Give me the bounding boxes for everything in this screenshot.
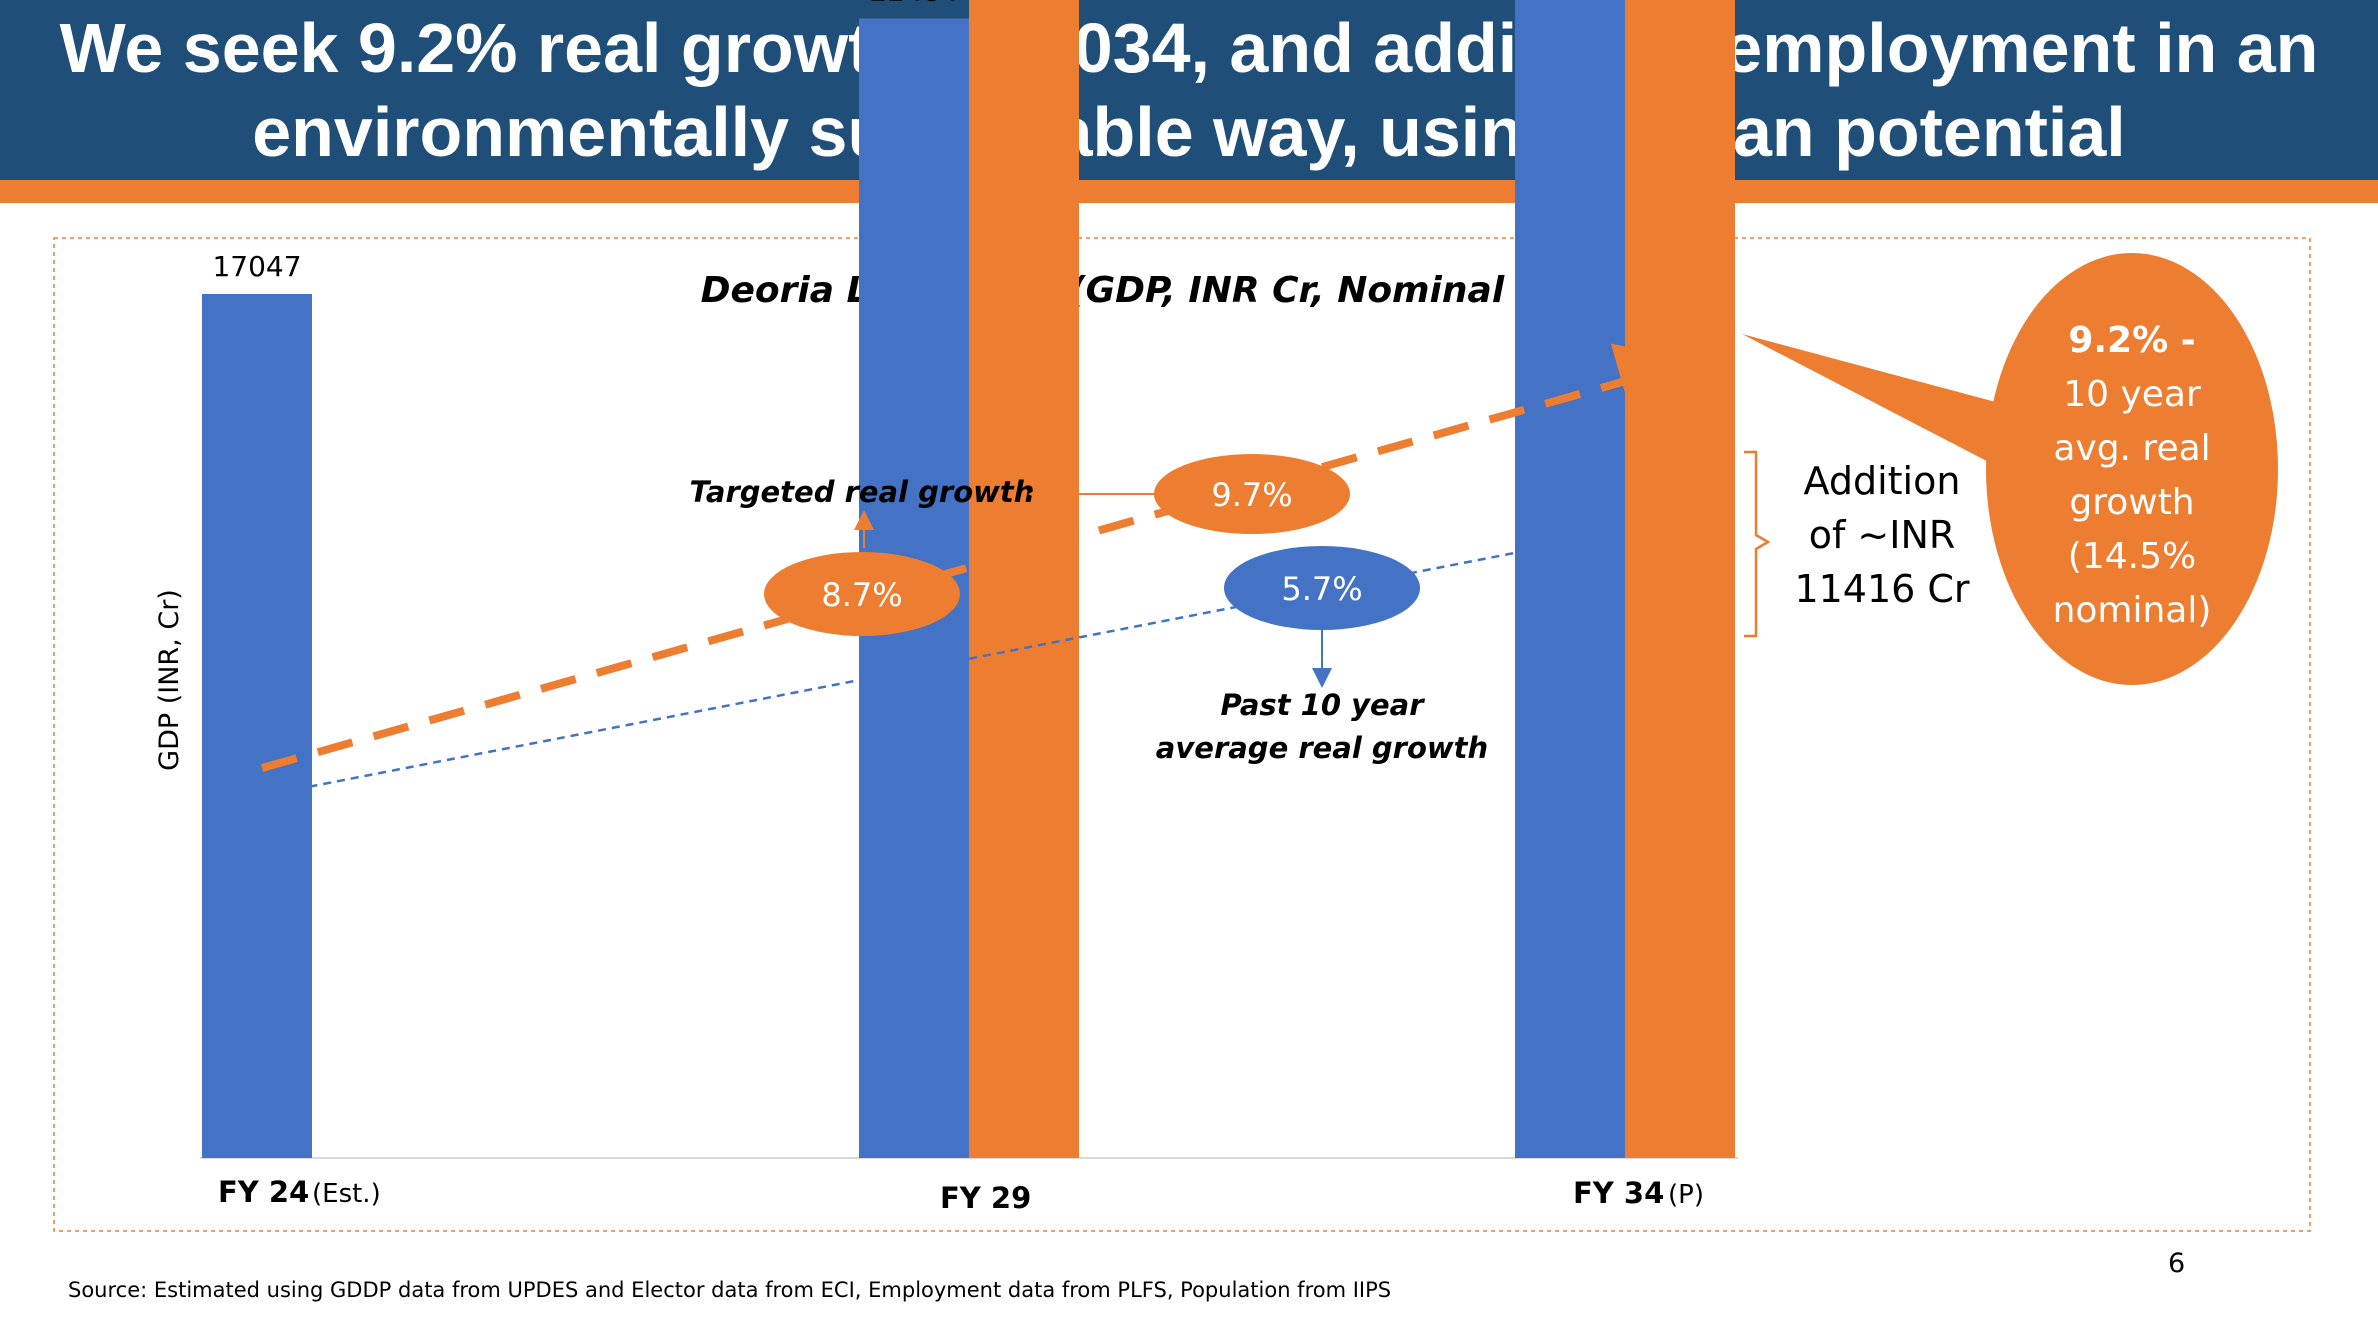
category-note-fy34: (P) — [1668, 1180, 1704, 1210]
addition-text-line3: 11416 Cr — [1794, 567, 1969, 611]
rate-label-5-7: 5.7% — [1281, 570, 1362, 608]
bar-orange-fy29 — [969, 0, 1079, 1158]
bars-group — [202, 0, 1735, 1159]
category-label-fy24: FY 24 — [218, 1175, 309, 1209]
past-growth-trend-line — [281, 533, 1576, 794]
targeted-growth-trend-line — [260, 343, 1699, 772]
callout-text-line1: 9.2% - — [2068, 320, 2195, 361]
past-growth-label-line2: average real growth — [1156, 731, 1488, 765]
value-label-blue-fy29: 22484 — [869, 0, 958, 7]
rate-label-8-7: 8.7% — [821, 576, 902, 614]
header-bar — [0, 0, 2378, 180]
bar-blue-fy24 — [202, 294, 312, 1158]
chart-frame — [53, 237, 2311, 1232]
callout-text-line4: growth — [2069, 482, 2194, 523]
callout-text-line3: avg. real — [2053, 428, 2210, 469]
rate-label-9-7: 9.7% — [1211, 476, 1292, 514]
value-label-blue-fy24: 17047 — [212, 250, 301, 283]
addition-text-line2: of ~INR — [1809, 513, 1956, 557]
y-axis-label: GDP (INR, Cr) — [154, 589, 185, 771]
category-note-fy24: (Est.) — [312, 1179, 381, 1209]
category-label-fy34: FY 34 — [1573, 1176, 1664, 1210]
callout-text-line6: nominal) — [2053, 590, 2212, 631]
callout-bubble — [1986, 253, 2278, 685]
addition-bracket — [1744, 450, 1771, 638]
past-growth-label-line1: Past 10 year — [1220, 688, 1425, 722]
slide-title: We seek 9.2% real growth by 2034, and ad… — [59, 9, 2319, 171]
callout-text-line5: (14.5% — [2068, 536, 2196, 577]
targeted-growth-label: Targeted real growth — [690, 475, 1035, 509]
bar-blue-fy34 — [1515, 0, 1625, 1158]
source-note: Source: Estimated using GDDP data from U… — [68, 1278, 1392, 1302]
rate-bubble-5-7 — [1224, 546, 1420, 630]
targeted-trend-mid-arrow — [1010, 564, 1032, 583]
callout-pointer — [1742, 334, 2018, 470]
bar-orange-fy34 — [1625, 0, 1735, 1159]
rate-bubble-8-7 — [764, 552, 960, 636]
rate-bubble-9-7 — [1154, 454, 1350, 534]
page-number: 6 — [2168, 1248, 2186, 1279]
addition-text-line1: Addition — [1804, 459, 1961, 503]
callout-text-line2: 10 year — [2063, 374, 2201, 415]
category-label-fy29: FY 29 — [940, 1181, 1031, 1215]
header-accent-stripe — [0, 180, 2378, 203]
